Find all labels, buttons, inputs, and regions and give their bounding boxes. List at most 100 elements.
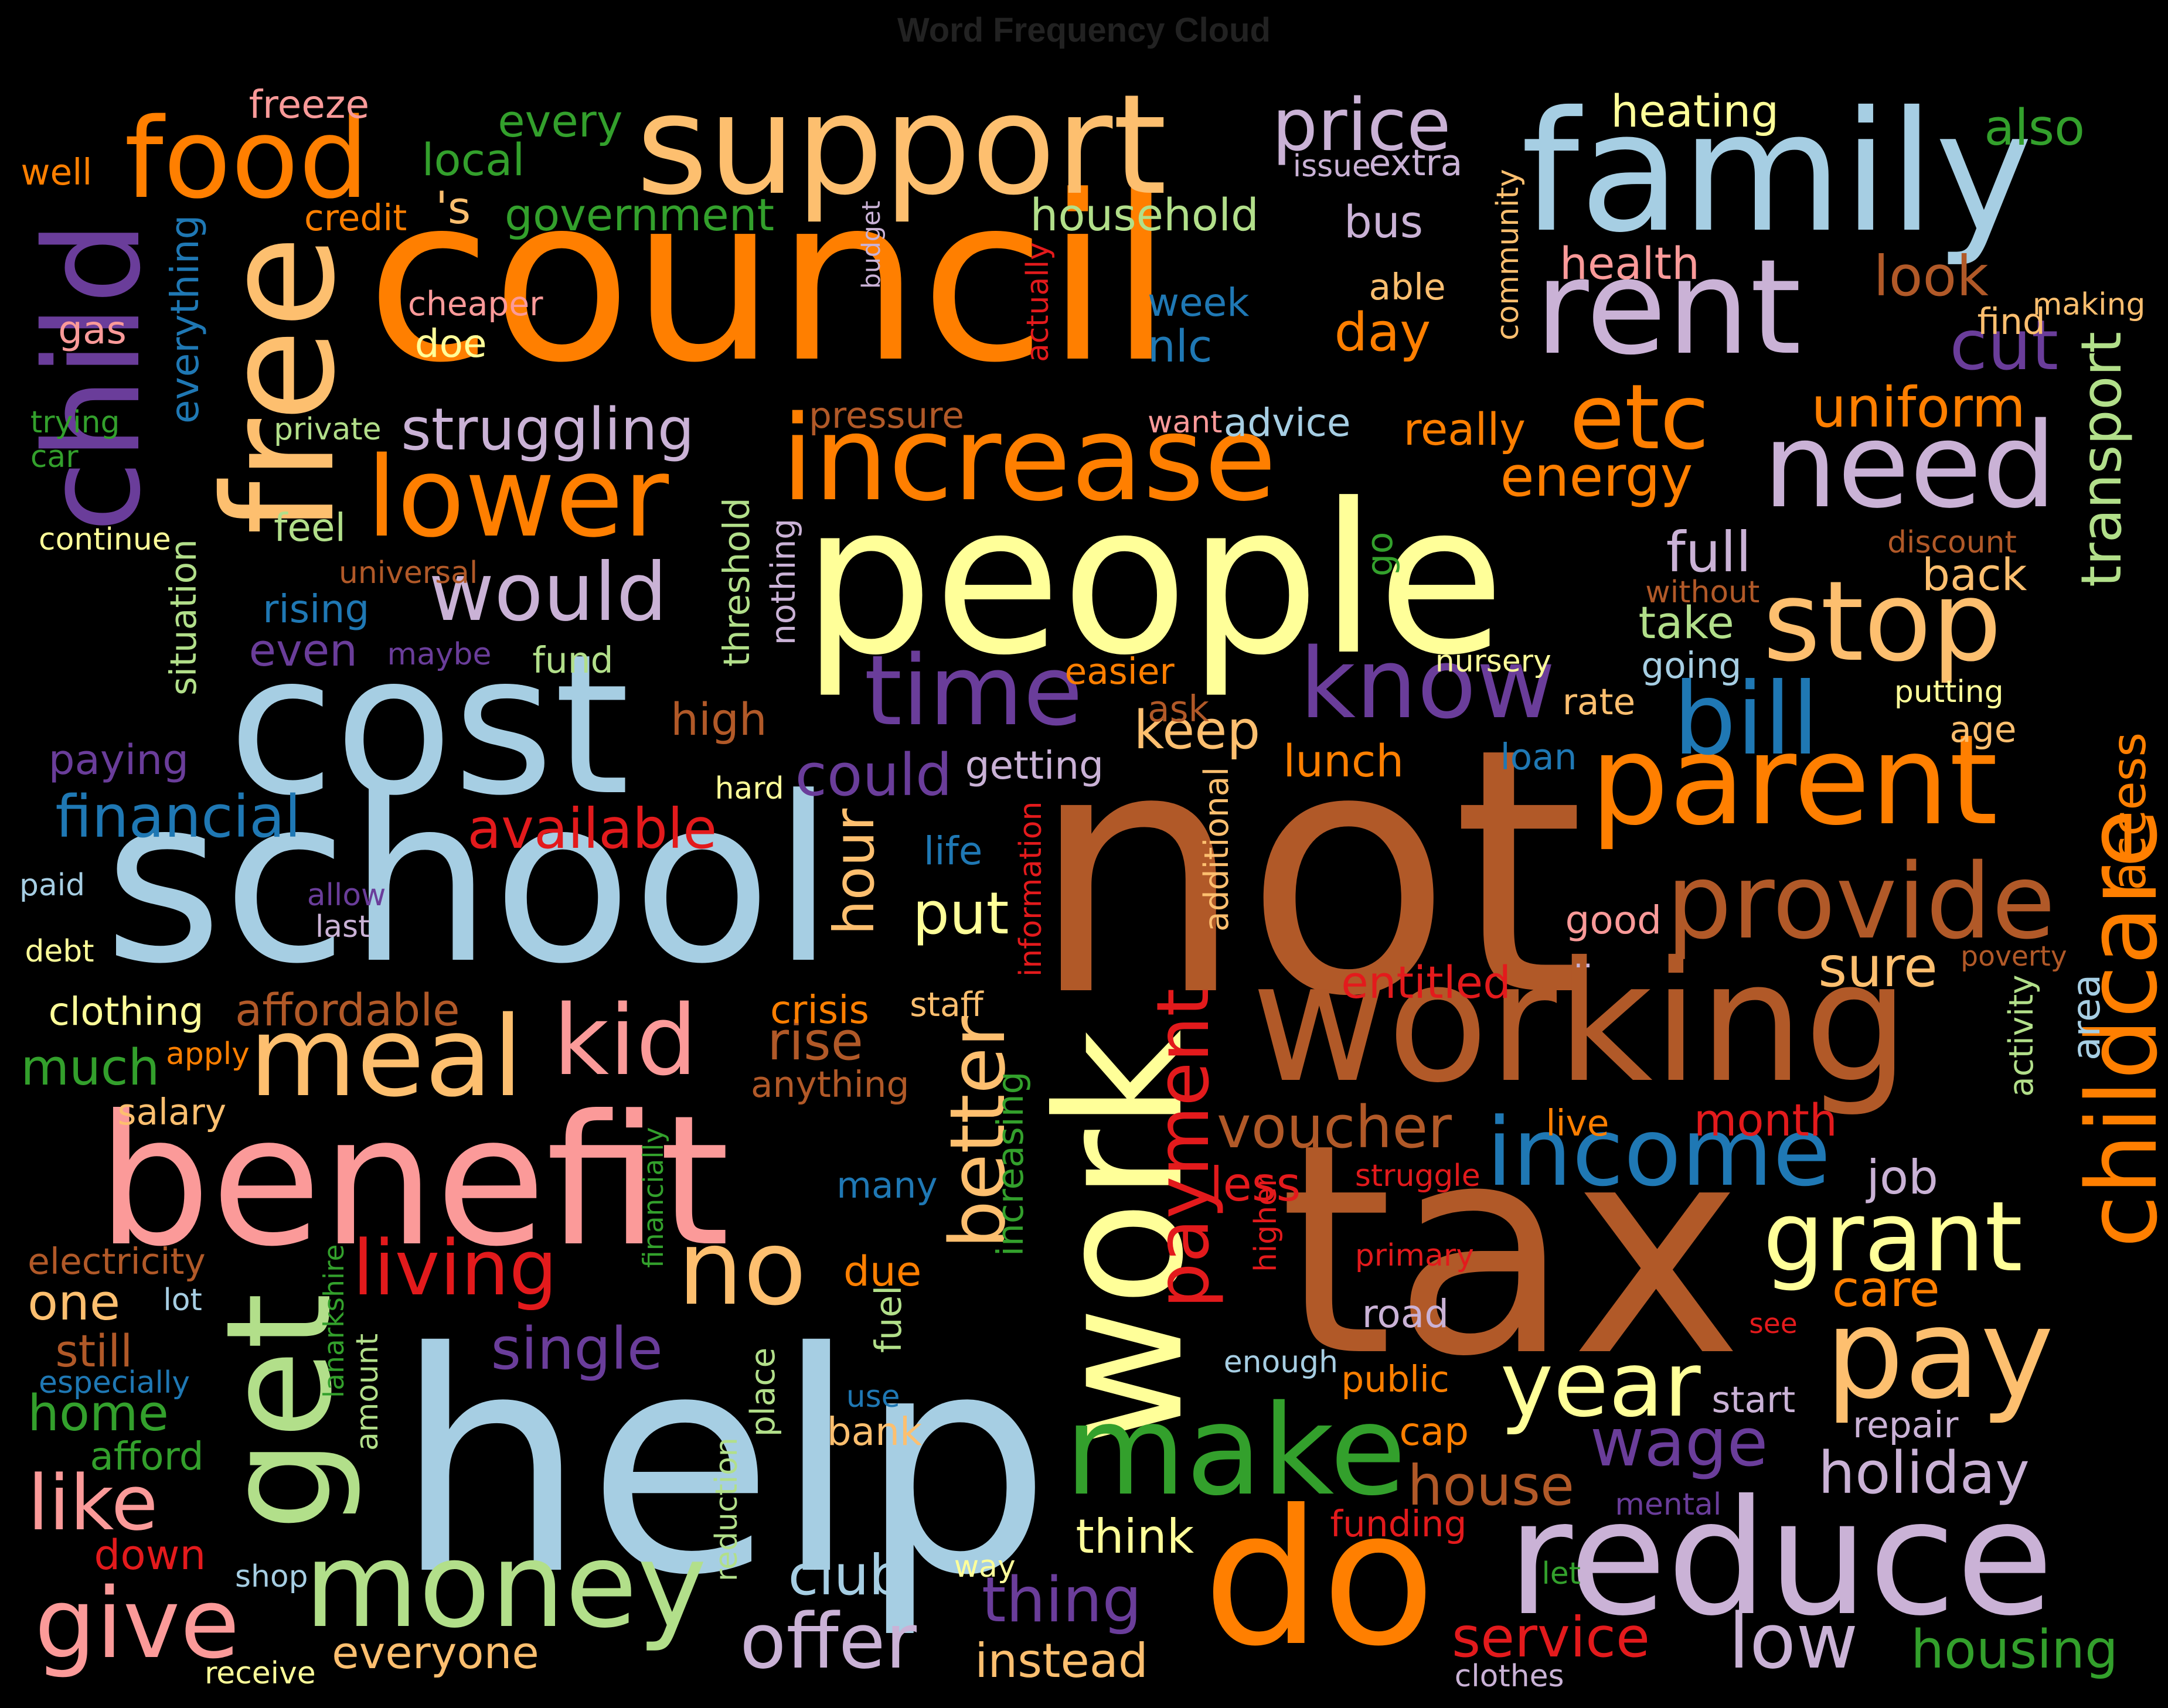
word-increasing: increasing	[989, 1071, 1032, 1257]
word-poverty: poverty	[1961, 940, 2067, 973]
word-high: high	[671, 694, 767, 746]
word-receive: receive	[205, 1655, 316, 1691]
word-cap: cap	[1399, 1409, 1469, 1454]
word-energy: energy	[1500, 444, 1693, 509]
word-voucher: voucher	[1216, 1094, 1452, 1162]
word-find: find	[1977, 301, 2046, 343]
word-benefit: benefit	[97, 1076, 730, 1286]
word-clothing: clothing	[48, 988, 204, 1034]
word-sure: sure	[1818, 935, 1938, 1000]
word-start: start	[1711, 1379, 1796, 1421]
chart-title: Word Frequency Cloud	[897, 11, 1271, 49]
word-staff: staff	[910, 985, 983, 1024]
word-everything: everything	[162, 214, 208, 424]
word-every: every	[498, 95, 623, 147]
word-community: community	[1490, 169, 1526, 340]
word-activity: activity	[2002, 974, 2041, 1097]
word-really: really	[1403, 403, 1526, 455]
word-nothing: nothing	[764, 518, 804, 645]
word-salary: salary	[117, 1092, 227, 1134]
word-loan: loan	[1500, 737, 1577, 779]
word-clothes: clothes	[1454, 1658, 1564, 1694]
word-food: food	[124, 94, 369, 223]
word-public: public	[1341, 1358, 1449, 1400]
word-stop: stop	[1762, 557, 2002, 687]
word-advice: advice	[1223, 400, 1351, 445]
word-easier: easier	[1064, 650, 1175, 693]
word-able: able	[1369, 267, 1446, 309]
word-heating: heating	[1611, 86, 1779, 138]
word-feel: feel	[274, 505, 346, 551]
word-holiday: holiday	[1818, 1440, 2030, 1508]
word-school: school	[103, 748, 835, 1014]
word-government: government	[505, 189, 775, 241]
word-house: house	[1407, 1453, 1575, 1518]
word-day: day	[1334, 302, 1431, 363]
word-month: month	[1693, 1095, 1837, 1147]
word-good: good	[1565, 898, 1662, 943]
word-increase: increase	[781, 391, 1277, 528]
word-lower: lower	[366, 432, 669, 562]
word-situation: situation	[163, 539, 205, 696]
word-shop: shop	[235, 1559, 308, 1594]
word-support: support	[636, 64, 1167, 226]
word-discount: discount	[1887, 525, 2017, 561]
word-budget: budget	[857, 200, 887, 289]
word-not: not	[1030, 677, 1585, 1071]
word-everyone: everyone	[332, 1627, 539, 1679]
word-wage: wage	[1590, 1404, 1768, 1482]
word-especially: especially	[39, 1365, 190, 1401]
word-housing: housing	[1911, 1619, 2118, 1680]
word-repair: repair	[1853, 1404, 1959, 1446]
word-rise: rise	[767, 1011, 863, 1072]
word-bus: bus	[1344, 196, 1424, 248]
word-anything: anything	[750, 1064, 910, 1106]
word-living: living	[352, 1223, 558, 1312]
word-fuel: fuel	[868, 1285, 910, 1353]
word-money: money	[304, 1517, 707, 1654]
word-trying: trying	[30, 404, 120, 440]
word-cheaper: cheaper	[407, 284, 543, 323]
word-bill: bill	[1673, 662, 1819, 778]
word-reduction: reduction	[709, 1437, 744, 1582]
word-parent: parent	[1590, 708, 1998, 853]
word-reduce: reduce	[1507, 1465, 2054, 1651]
word-payment: payment	[1141, 988, 1226, 1308]
word-information: information	[1013, 801, 1049, 977]
word-rent: rent	[1534, 230, 1802, 384]
word-cut: cut	[1949, 305, 2059, 386]
word-paid: paid	[19, 868, 86, 904]
word-debt: debt	[25, 934, 94, 970]
word-putting: putting	[1894, 674, 2004, 710]
word-nlc: nlc	[1148, 321, 1213, 373]
word-gas: gas	[58, 307, 127, 353]
word-afford: afford	[90, 1434, 204, 1479]
word-help: help	[394, 1288, 1052, 1642]
word-think: think	[1076, 1509, 1194, 1564]
word-well: well	[21, 152, 93, 194]
word-use: use	[846, 1379, 900, 1415]
word-financially: financially	[638, 1127, 671, 1268]
word-allow: allow	[307, 877, 386, 913]
word-mark165: ..	[1573, 939, 1593, 975]
word-still: still	[55, 1325, 133, 1378]
word-live: live	[1546, 1103, 1609, 1145]
word-make: make	[1064, 1378, 1407, 1523]
word-pressure: pressure	[809, 395, 964, 437]
word-actually: actually	[1020, 241, 1056, 362]
word-service: service	[1452, 1605, 1650, 1671]
word-bank: bank	[826, 1409, 923, 1454]
word-getting: getting	[965, 742, 1104, 788]
word-lanarkshire: lanarkshire	[318, 1244, 351, 1399]
word-club: club	[788, 1543, 904, 1608]
word-universal: universal	[338, 555, 478, 591]
word-care: care	[1832, 1260, 1940, 1318]
word-want: want	[1148, 404, 1223, 440]
word-mental: mental	[1615, 1487, 1722, 1523]
word-low: low	[1728, 1597, 1859, 1686]
word-continue: continue	[39, 522, 171, 558]
word-household: household	[1030, 189, 1259, 241]
word-age: age	[1949, 708, 2017, 751]
word-offer: offer	[740, 1597, 917, 1686]
